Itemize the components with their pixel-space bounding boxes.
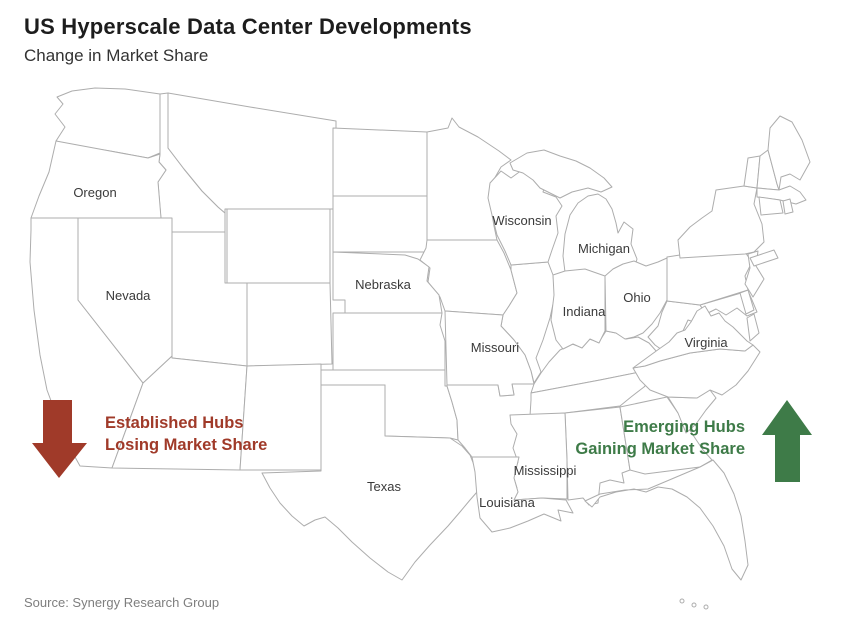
state-label-ohio: Ohio (623, 290, 650, 305)
down-arrow-icon (32, 400, 87, 478)
state-label-texas: Texas (367, 479, 401, 494)
state-label-oregon: Oregon (73, 185, 116, 200)
state-virginia (632, 305, 754, 369)
legend-losing-line1: Established Hubs (105, 414, 243, 432)
page-subtitle: Change in Market Share (24, 46, 209, 65)
state-indiana (550, 268, 606, 350)
state-ohio (604, 257, 668, 340)
state-label-virginia: Virginia (684, 335, 728, 350)
state-label-mississippi: Mississippi (514, 463, 577, 478)
state-kansas (332, 312, 446, 371)
page-title: US Hyperscale Data Center Developments (24, 14, 472, 39)
state-label-wisconsin: Wisconsin (492, 213, 551, 228)
state-nevada (77, 217, 173, 384)
state-florida (584, 459, 749, 581)
state-wyoming (226, 208, 331, 284)
state-missouri (444, 310, 535, 397)
state-label-michigan: Michigan (578, 241, 630, 256)
state-florida-keys (703, 604, 709, 610)
state-label-louisiana: Louisiana (479, 495, 535, 510)
source-credit: Source: Synergy Research Group (24, 595, 220, 610)
header: US Hyperscale Data Center Developments C… (24, 14, 472, 66)
state-michigan (562, 193, 638, 282)
state-new-york (677, 185, 765, 259)
state-minnesota (426, 117, 512, 241)
state-label-missouri: Missouri (471, 340, 520, 355)
state-rhode-island (782, 198, 794, 215)
state-michigan-upper-peninsula (509, 149, 613, 199)
state-north-dakota (332, 127, 428, 197)
state-label-indiana: Indiana (563, 304, 606, 319)
state-oregon (30, 140, 167, 219)
state-florida-keys (691, 602, 697, 608)
state-south-dakota (332, 195, 434, 253)
state-label-nevada: Nevada (106, 288, 152, 303)
state-new-jersey (744, 250, 765, 298)
legend-losing-line2: Losing Market Share (105, 436, 267, 454)
state-label-nebraska: Nebraska (355, 277, 411, 292)
state-connecticut (758, 196, 784, 216)
state-nebraska (332, 251, 443, 314)
legend-gaining-line2: Gaining Market Share (575, 440, 745, 458)
state-virginia-eastern-shore (746, 313, 760, 342)
state-long-island (749, 249, 779, 267)
up-arrow-icon (762, 400, 812, 482)
state-new-mexico (239, 363, 322, 471)
state-montana (167, 92, 337, 214)
legend-gaining-line1: Emerging Hubs (623, 418, 745, 436)
state-maine (767, 115, 811, 191)
state-louisiana (471, 456, 574, 533)
state-texas (261, 384, 478, 581)
state-colorado (246, 282, 333, 367)
state-florida-keys (679, 598, 685, 604)
